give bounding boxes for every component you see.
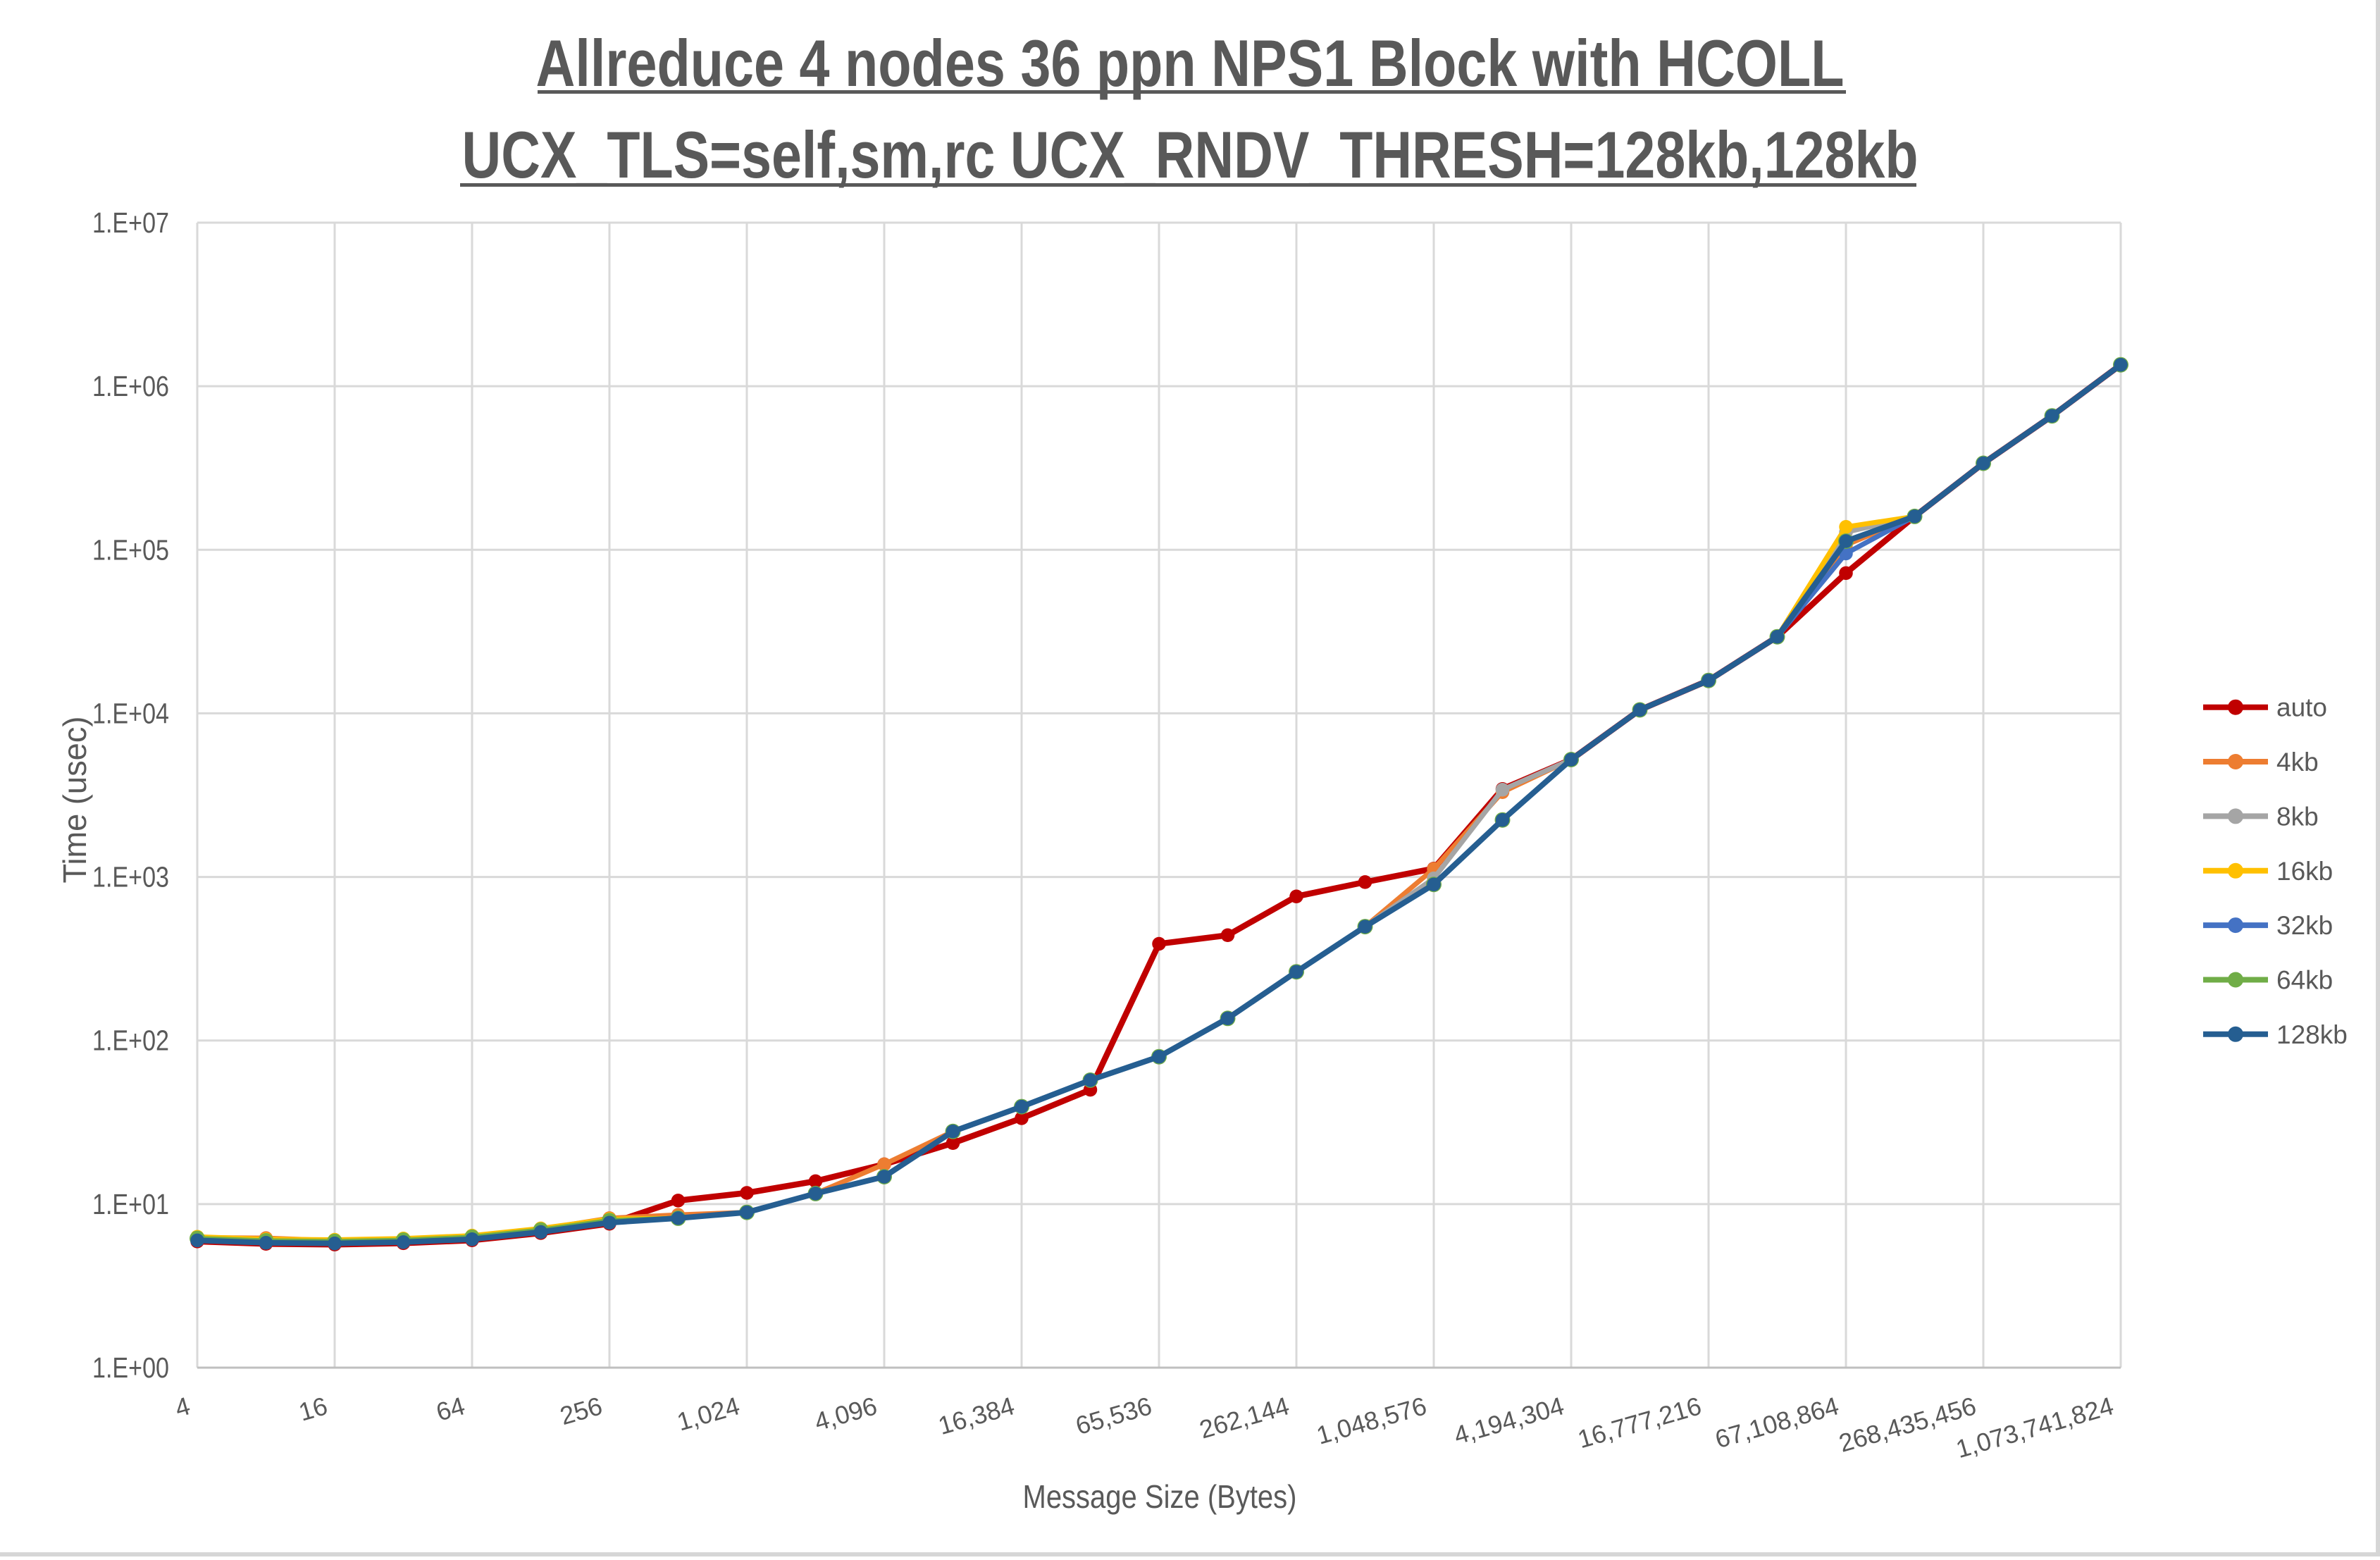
svg-text:1.E+05: 1.E+05 xyxy=(92,533,169,566)
svg-text:4kb: 4kb xyxy=(2276,748,2319,776)
svg-text:Time (usec): Time (usec) xyxy=(56,717,93,884)
svg-text:1.E+06: 1.E+06 xyxy=(92,370,169,402)
svg-text:8kb: 8kb xyxy=(2276,802,2319,831)
svg-text:1.E+03: 1.E+03 xyxy=(92,861,169,893)
svg-text:1.E+00: 1.E+00 xyxy=(92,1351,169,1384)
svg-text:Message Size (Bytes): Message Size (Bytes) xyxy=(1023,1478,1297,1515)
svg-text:32kb: 32kb xyxy=(2276,911,2333,940)
svg-text:Allreduce 4 nodes 36 ppn NPS1: Allreduce 4 nodes 36 ppn NPS1 Block with… xyxy=(536,26,1845,100)
svg-text:128kb: 128kb xyxy=(2276,1020,2348,1049)
svg-text:UCX_TLS=self,sm,rc UCX_RNDV_TH: UCX_TLS=self,sm,rc UCX_RNDV_THRESH=128kb… xyxy=(462,118,1919,192)
svg-text:1.E+07: 1.E+07 xyxy=(92,206,169,239)
svg-text:1.E+01: 1.E+01 xyxy=(92,1188,169,1220)
svg-text:1.E+02: 1.E+02 xyxy=(92,1024,169,1057)
svg-text:64kb: 64kb xyxy=(2276,966,2333,995)
svg-text:16kb: 16kb xyxy=(2276,857,2333,886)
svg-text:1.E+04: 1.E+04 xyxy=(92,697,169,729)
svg-text:auto: auto xyxy=(2276,693,2327,722)
